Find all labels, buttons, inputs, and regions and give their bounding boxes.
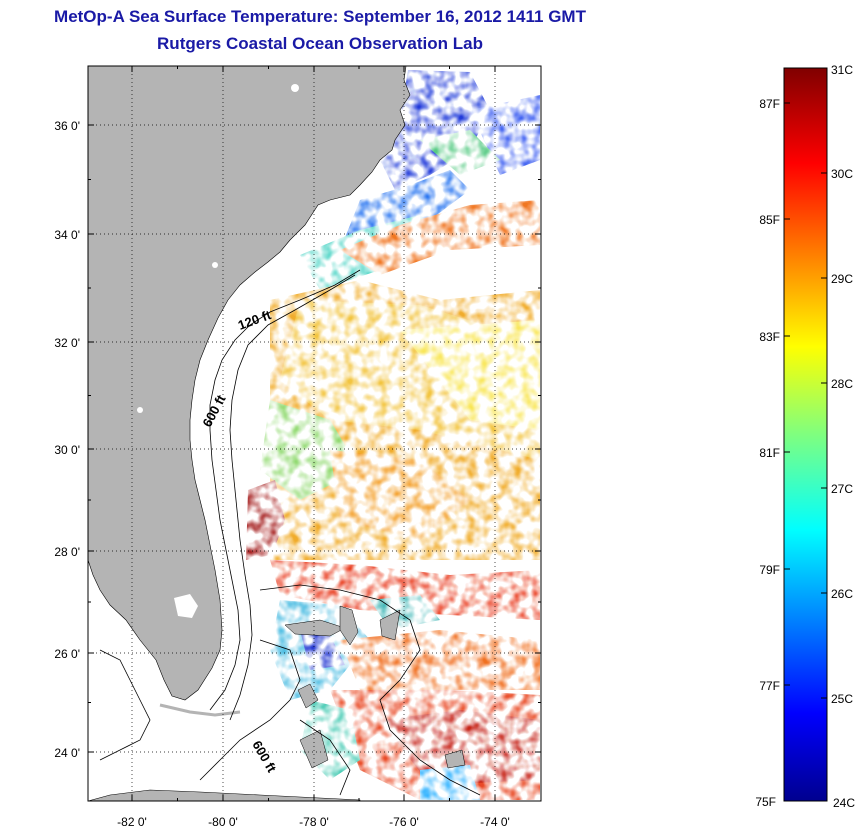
- colorbar-celsius-label: 31C: [831, 63, 853, 77]
- map-ticks: [88, 66, 541, 801]
- lon-label: -80 0': [208, 815, 238, 829]
- colorbar-fahrenheit-label: 81F: [759, 446, 780, 460]
- bathymetry-contours: [99, 269, 481, 796]
- map-subtitle: Rutgers Coastal Ocean Observation Lab: [157, 34, 483, 53]
- colorbar-celsius-label: 29C: [831, 272, 853, 286]
- lat-label: 28 0': [54, 545, 80, 559]
- colorbar-celsius-label: 30C: [831, 167, 853, 181]
- colorbar-fahrenheit-label: 85F: [759, 213, 780, 227]
- colorbar-fahrenheit-label: 83F: [759, 330, 780, 344]
- map-title: MetOp-A Sea Surface Temperature: Septemb…: [54, 7, 586, 26]
- lat-label: 30 0': [54, 443, 80, 457]
- colorbar-fahrenheit-label: 77F: [759, 679, 780, 693]
- colorbar-ticks: [784, 67, 827, 802]
- colorbar-fahrenheit-label: 75F: [755, 795, 776, 809]
- lake-okeechobee: [174, 594, 198, 618]
- lat-label: 34 0': [54, 228, 80, 242]
- longitude-labels: -82 0' -80 0' -78 0' -76 0' -74 0': [117, 815, 510, 829]
- colorbar-celsius-label: 27C: [831, 482, 853, 496]
- lon-label: -82 0': [117, 815, 147, 829]
- colorbar-gradient: [783, 67, 828, 802]
- sst-map: 36 0' 34 0' 32 0' 30 0' 28 0' 26 0' 24 0…: [54, 65, 542, 829]
- lat-label: 24 0': [54, 746, 80, 760]
- colorbar-fahrenheit-label: 79F: [759, 563, 780, 577]
- colorbar-celsius-label: 24C: [833, 796, 855, 810]
- colorbar-celsius-label: 26C: [831, 587, 853, 601]
- latitude-labels: 36 0' 34 0' 32 0' 30 0' 28 0' 26 0' 24 0…: [54, 119, 80, 760]
- lat-label: 26 0': [54, 647, 80, 661]
- map-grid: [88, 66, 541, 801]
- sst-field: [88, 66, 540, 801]
- land-mainland: [88, 66, 411, 701]
- colorbar-celsius-label: 28C: [831, 377, 853, 391]
- lat-label: 32 0': [54, 336, 80, 350]
- bahamas-islands: [284, 605, 466, 769]
- lon-label: -78 0': [299, 815, 329, 829]
- colorbar-fahrenheit-label: 87F: [759, 97, 780, 111]
- lon-label: -74 0': [480, 815, 510, 829]
- colorbar-celsius-label: 25C: [831, 692, 853, 706]
- lat-label: 36 0': [54, 119, 80, 133]
- lon-label: -76 0': [389, 815, 419, 829]
